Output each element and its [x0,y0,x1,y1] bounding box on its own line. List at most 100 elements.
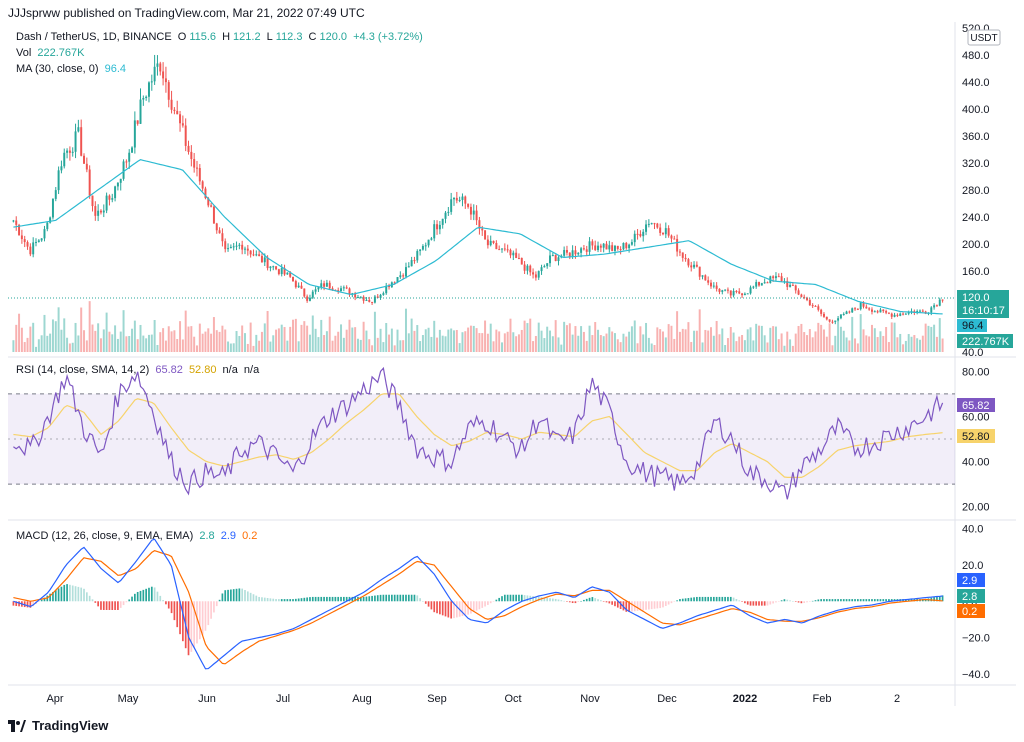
candle-body [715,285,718,289]
brand-name: TradingView [32,718,109,733]
candle-body [856,308,859,310]
candle-body [580,248,583,253]
macd-hist-bar [840,599,842,602]
volume-badge [957,334,1013,348]
volume-bar [560,344,563,352]
last-price-badge [957,290,1009,318]
volume-bar [91,324,94,352]
macd-hist-bar [320,596,323,602]
macd-hist-bar [718,596,721,602]
volume-bar [308,334,311,352]
candle-body [899,313,902,316]
rsi-axis[interactable]: 80.00 60.00 40.00 20.00 [962,366,990,513]
macd-hist-bar [924,598,927,602]
macd-hist-bar [789,600,791,602]
time-tick-label: Sep [427,693,447,705]
macd-legend[interactable]: MACD (12, 26, close, 9, EMA, EMA) 2.8 2.… [16,530,260,542]
macd-hist-bar [393,594,396,602]
volume-bar [919,339,921,352]
candle-body [839,314,842,319]
volume-legend[interactable]: Vol 222.767K [16,47,87,59]
candle-body [128,152,131,162]
volume-bar [275,329,278,352]
volume-bar [102,329,105,352]
time-tick-label: May [118,693,139,705]
volume-bar [229,343,232,352]
macd-hist-bar [475,601,478,611]
candle-body [111,198,114,200]
candle-body [822,313,825,317]
macd-label: MACD (12, 26, close, 9, EMA, EMA) [16,530,194,542]
macd-hist-bar [526,595,529,602]
candle-body [136,120,139,124]
volume-bar [540,330,543,352]
macd-hist-bar [549,598,551,602]
volume-bar [80,307,83,352]
candle-body [311,291,314,298]
macd-badge-text: 2.9 [962,575,977,587]
volume-bar [142,335,145,352]
volume-bar [732,332,735,352]
macd-hist-bar [416,595,419,602]
candle-body [43,229,46,239]
volume-bar [904,340,907,352]
candle-body [568,252,571,257]
macd-hist-bar [139,590,142,602]
macd-hist-bar [213,601,215,613]
price-tick-label: 40.0 [962,347,983,359]
macd-hist-bar [278,599,280,602]
candle-body [551,255,554,257]
ma-legend[interactable]: MA (30, close, 0) 96.4 [16,63,129,75]
candle-body [269,266,272,269]
candle-body [893,314,896,317]
candle-body [83,155,86,164]
volume-bar [834,335,837,352]
macd-hist-bar [29,601,32,608]
candle-body [306,296,309,301]
macd-hist-bar [433,601,436,613]
volume-bar [54,321,57,352]
volume-bar [122,310,125,352]
macd-hist-bar [803,601,806,603]
candle-body [732,290,735,296]
candle-body [582,248,585,250]
volume-bar [156,344,159,352]
symbol-name[interactable]: Dash / TetherUS, 1D, BINANCE [16,31,172,43]
volume-bar [294,318,297,352]
volume-bar [458,343,461,352]
volume-bar [467,327,470,352]
volume-bar [402,340,405,352]
currency-label: USDT [970,33,997,44]
rsi-line [13,366,944,500]
currency-box[interactable] [967,29,1001,46]
volume-bar [258,340,261,352]
candle-body [142,98,145,100]
volume-bar [893,322,896,352]
volume-bar [791,345,794,352]
candle-body [317,287,320,290]
candle-body [458,199,461,201]
volume-bar [698,309,701,352]
macd-hist-bar [656,601,659,609]
macd-hist-bar [153,587,156,602]
macd-hist-bar [337,596,340,602]
volume-bar [935,336,938,352]
rsi-legend[interactable]: RSI (14, close, SMA, 14, 2) 65.82 52.80 … [16,364,262,376]
candle-body [325,282,328,287]
price-tick-label: 360.0 [962,131,990,143]
volume-bar [162,328,165,352]
candle-body [286,272,289,275]
candle-body [791,284,794,286]
candle-body [119,178,122,183]
tradingview-logo[interactable]: TradingView [8,718,108,733]
candle-body [625,242,628,249]
candle-body [246,248,249,251]
macd-hist-bar [23,601,26,608]
volume-bar [119,331,122,352]
volume-bar [382,342,385,352]
ma-label: MA (30, close, 0) [16,63,99,75]
time-axis[interactable]: Apr May Jun Jul Aug Sep Oct Nov Dec 2022 Feb 2 [46,693,900,705]
macd-hist-bar [419,598,421,602]
volume-bar [870,324,873,352]
